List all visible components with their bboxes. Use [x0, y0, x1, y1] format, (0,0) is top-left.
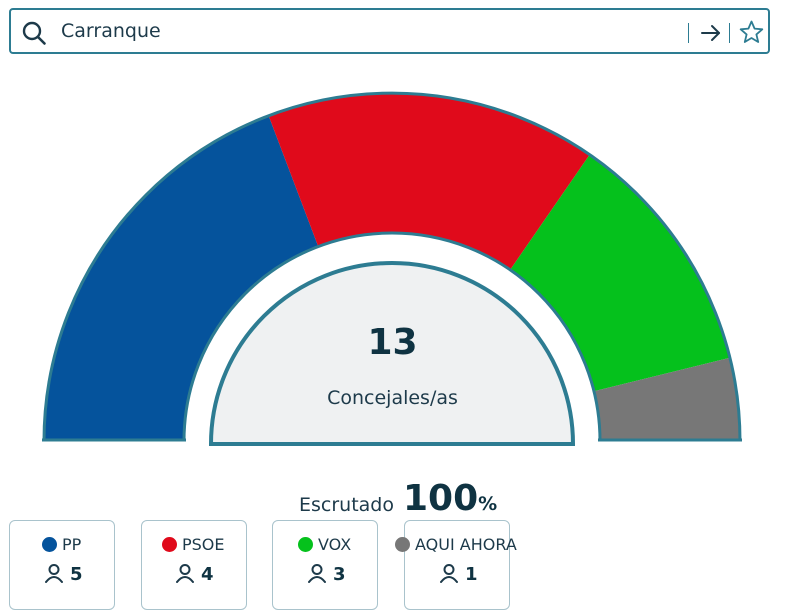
person-icon	[45, 564, 63, 583]
center-semicircle	[208, 261, 576, 446]
party-seats-aqui-ahora: 1	[439, 563, 478, 589]
hemicycle-segment-psoe[interactable]	[268, 93, 590, 270]
party-label-aqui-ahora: AQUI AHORA	[395, 535, 517, 555]
hemicycle-segment-aqui-ahora[interactable]	[593, 357, 740, 441]
total-seats: 13	[367, 322, 418, 363]
search-bar	[9, 8, 770, 54]
party-label-psoe: PSOE	[162, 535, 225, 555]
person-icon	[308, 564, 326, 583]
star-icon[interactable]	[738, 19, 765, 46]
person-icon	[176, 564, 194, 583]
hemicycle-inner-outline	[182, 231, 602, 442]
scrutiny-value: 100%	[403, 478, 497, 519]
party-color-dot	[298, 537, 313, 552]
hemicycle-segment-pp[interactable]	[44, 115, 319, 441]
separator	[688, 23, 689, 43]
party-color-dot	[162, 537, 177, 552]
party-label-pp: PP	[42, 535, 81, 555]
arrow-right-icon[interactable]	[699, 21, 723, 45]
seat-count: 4	[201, 564, 214, 585]
party-name: AQUI AHORA	[415, 535, 517, 554]
party-seats-psoe: 4	[175, 563, 214, 589]
hemicycle-outline	[42, 91, 742, 442]
hemicycle-segment-vox[interactable]	[510, 154, 730, 392]
party-label-vox: VOX	[298, 535, 351, 555]
party-name: VOX	[318, 535, 352, 554]
party-seats-pp: 5	[44, 563, 83, 589]
party-seats-vox: 3	[307, 563, 346, 589]
party-name: PSOE	[182, 535, 225, 554]
party-color-dot	[395, 537, 410, 552]
seat-count: 5	[70, 564, 83, 585]
seat-count: 3	[333, 564, 346, 585]
search-input[interactable]	[61, 16, 661, 46]
hemicycle-chart	[42, 91, 742, 446]
scrutiny-label: Escrutado	[299, 494, 394, 516]
seat-count: 1	[465, 564, 478, 585]
scrutiny-unit: %	[478, 493, 498, 515]
party-color-dot	[42, 537, 57, 552]
person-icon	[440, 564, 458, 583]
search-icon[interactable]	[21, 20, 47, 46]
party-name: PP	[62, 535, 82, 554]
seats-label: Concejales/as	[327, 387, 458, 409]
separator	[729, 23, 730, 43]
scrutiny-number: 100	[403, 478, 479, 519]
